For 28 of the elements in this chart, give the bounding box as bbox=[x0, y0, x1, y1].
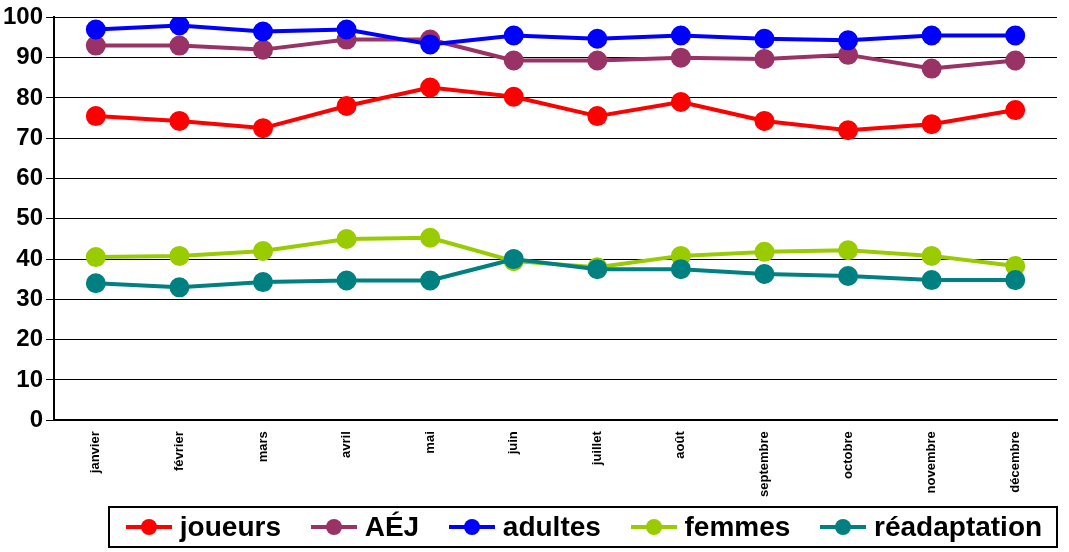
x-tick-label: août bbox=[672, 430, 688, 459]
legend-label: AÉJ bbox=[364, 511, 420, 543]
legend-label: réadaptation bbox=[874, 511, 1043, 543]
x-tick-label: septembre bbox=[756, 431, 772, 497]
y-tick-label: 50 bbox=[16, 203, 44, 231]
y-tick-label: 70 bbox=[16, 122, 44, 150]
y-tick-label: 90 bbox=[16, 42, 44, 70]
x-tick-label: décembre bbox=[1006, 431, 1022, 493]
legend-label: femmes bbox=[684, 511, 791, 543]
legend-label: adultes bbox=[502, 511, 601, 543]
y-tick-label: 20 bbox=[16, 324, 44, 352]
x-tick-label: juin bbox=[505, 431, 521, 456]
y-tick-label: 80 bbox=[16, 82, 44, 110]
x-tick-label: juillet bbox=[588, 430, 604, 467]
x-tick-label: mai bbox=[421, 431, 437, 454]
x-tick-label: février bbox=[170, 431, 186, 471]
x-tick-label: janvier bbox=[87, 431, 103, 475]
x-tick-label: mars bbox=[254, 431, 270, 463]
x-tick-label: novembre bbox=[923, 431, 939, 494]
x-tick-label: avril bbox=[338, 431, 354, 458]
y-tick-label: 40 bbox=[16, 243, 44, 271]
y-tick-label: 30 bbox=[16, 284, 44, 312]
y-tick-label: 60 bbox=[16, 163, 44, 191]
x-tick-label: octobre bbox=[839, 431, 855, 479]
y-tick-label: 100 bbox=[3, 2, 44, 30]
y-tick-label: 10 bbox=[16, 364, 44, 392]
legend-label: joueurs bbox=[179, 511, 281, 543]
y-tick-label: 0 bbox=[29, 404, 44, 432]
